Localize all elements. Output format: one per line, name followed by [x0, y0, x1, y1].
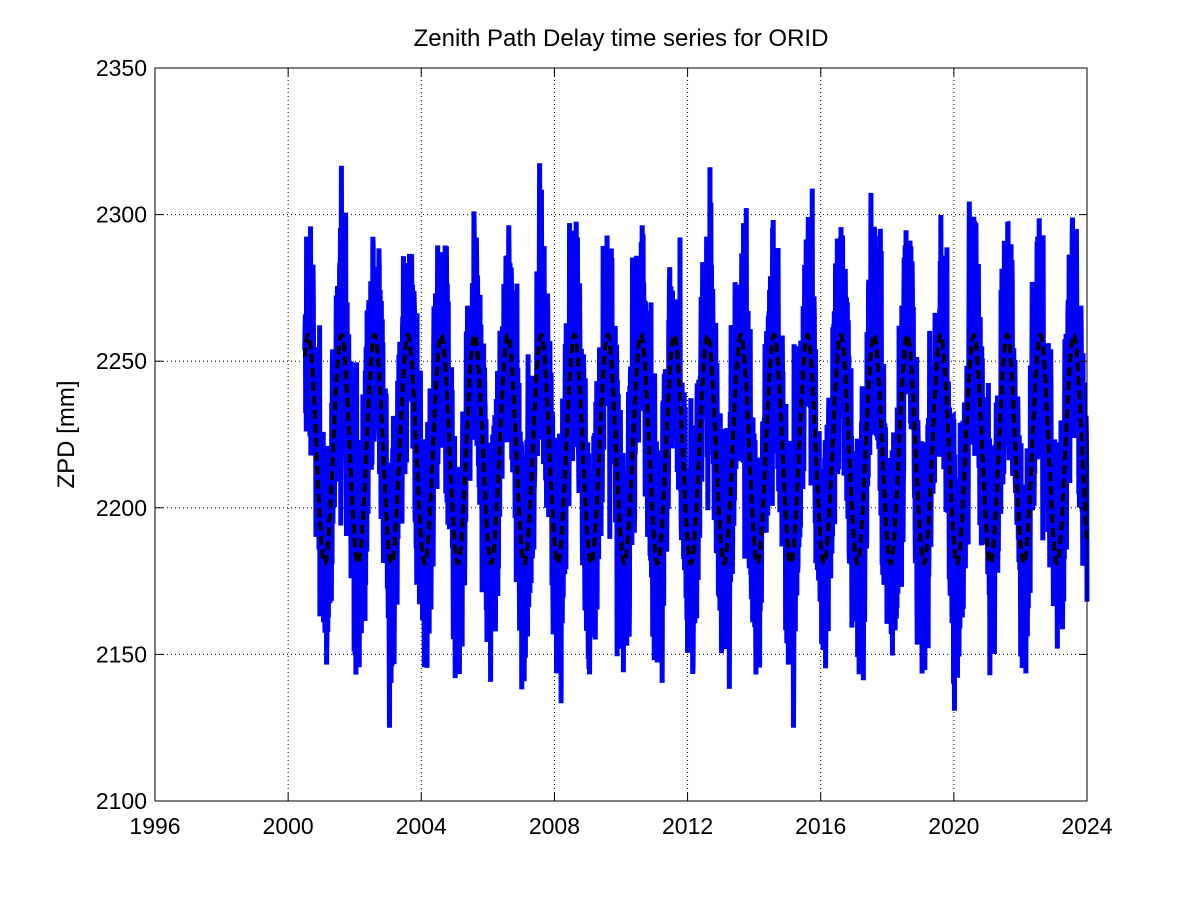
series-layer: [302, 163, 1090, 728]
y-tick-label: 2200: [96, 495, 147, 521]
y-axis-label: ZPD [mm]: [53, 381, 80, 489]
x-tick-label: 1996: [129, 813, 180, 839]
x-tick-label: 2008: [529, 813, 580, 839]
x-tick-label: 2016: [795, 813, 846, 839]
plot-area-frame: [154, 67, 1088, 802]
x-tick-label: 2012: [662, 813, 713, 839]
x-tick-label: 2024: [1061, 813, 1112, 839]
chart-title: Zenith Path Delay time series for ORID: [414, 25, 829, 52]
series-line-seasonal-model: [302, 332, 1089, 566]
x-tick-label: 2020: [928, 813, 979, 839]
y-tick-label: 2150: [96, 641, 147, 667]
y-tick-label: 2100: [96, 788, 147, 814]
y-tick-label: 2300: [96, 202, 147, 228]
x-tick-label: 2000: [263, 813, 314, 839]
y-tick-label: 2250: [96, 348, 147, 374]
x-tick-label: 2004: [396, 813, 447, 839]
y-tick-label: 2350: [96, 55, 147, 81]
axis-ticks: 1996 2000 2004 2008 2012 2016 2020 2024 2100 2150…: [96, 55, 1113, 839]
